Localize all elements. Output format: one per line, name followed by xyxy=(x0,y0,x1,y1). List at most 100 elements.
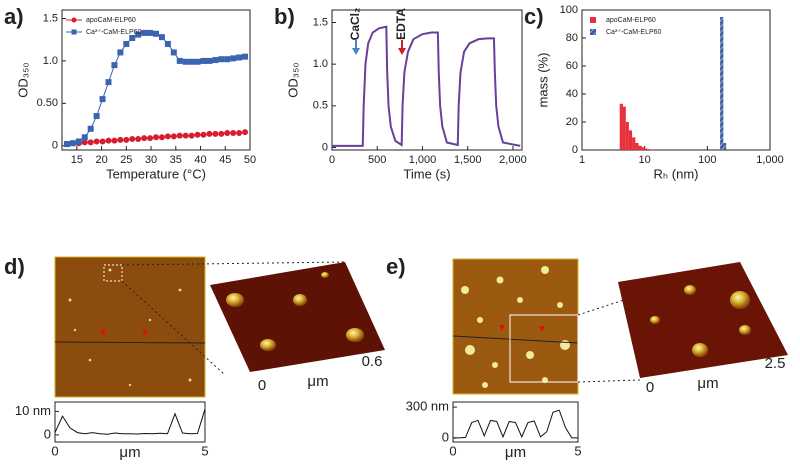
zoom-box xyxy=(509,314,579,383)
annotation-arrowhead xyxy=(352,48,360,55)
y-tick-label: 0 xyxy=(44,426,51,441)
marker xyxy=(499,325,545,332)
y-tick-label: 0 xyxy=(322,141,328,153)
x-tick-label: 0 xyxy=(449,443,456,458)
marker xyxy=(206,130,213,137)
y-tick-label: 0 xyxy=(52,140,58,152)
x-axis-label: Time (s) xyxy=(403,166,450,181)
axis-label: 2.5 xyxy=(765,355,786,372)
marker xyxy=(218,130,225,137)
afm-3d-features xyxy=(650,285,751,357)
bar xyxy=(723,143,727,150)
y-tick-label: 100 xyxy=(560,4,578,16)
x-tick-label: 0 xyxy=(51,443,58,458)
annotation: EDTA xyxy=(394,8,408,40)
line xyxy=(54,408,206,435)
y-tick-label: 1.5 xyxy=(43,12,58,24)
x-tick-label: 0 xyxy=(329,154,335,166)
marker xyxy=(123,40,130,47)
y-tick-label: 60 xyxy=(566,60,578,72)
axis-label: 0 xyxy=(258,377,266,394)
x-tick-label: 20 xyxy=(95,154,107,166)
marker xyxy=(111,137,118,144)
marker xyxy=(212,130,219,137)
marker xyxy=(218,56,225,63)
marker xyxy=(200,131,207,138)
marker xyxy=(117,136,124,143)
afm-image xyxy=(54,256,206,398)
bar xyxy=(625,122,629,150)
marker xyxy=(111,62,118,69)
marker xyxy=(117,49,124,56)
legend-label: Ca²⁺-CaM-ELP60 xyxy=(86,29,142,36)
plot-frame xyxy=(61,9,251,151)
line xyxy=(453,409,578,439)
marker xyxy=(105,137,112,144)
x-tick-label: 5 xyxy=(201,443,208,458)
marker xyxy=(147,29,154,36)
x-tick-label: 25 xyxy=(120,154,132,166)
axis-label: μm xyxy=(307,373,328,390)
x-axis-label: Temperature (°C) xyxy=(106,166,206,181)
y-axis-label: mass (%) xyxy=(535,53,550,108)
zoom-line xyxy=(577,379,641,383)
x-tick-label: 500 xyxy=(368,154,386,166)
x-tick-label: 45 xyxy=(219,154,231,166)
plot-frame xyxy=(331,9,523,151)
marker xyxy=(236,130,243,137)
afm-3d xyxy=(210,262,385,372)
marker xyxy=(242,53,249,60)
y-tick-label: 0.50 xyxy=(37,97,58,109)
y-tick-label: 80 xyxy=(566,32,578,44)
y-tick-label: 0 xyxy=(442,429,449,444)
bar xyxy=(644,148,648,150)
plot-frame xyxy=(54,401,206,443)
axis-label: μm xyxy=(697,375,718,392)
x-tick-label: 30 xyxy=(145,154,157,166)
plot-frame xyxy=(581,9,771,151)
x-tick-label: 1,500 xyxy=(454,154,482,166)
panel-label: e) xyxy=(386,254,406,279)
x-axis-label: Rₕ (nm) xyxy=(654,166,699,181)
marker xyxy=(135,31,142,38)
axis-label: 0.6 xyxy=(362,353,383,370)
marker xyxy=(153,134,159,141)
marker xyxy=(75,138,82,145)
afm-features xyxy=(68,268,192,387)
marker xyxy=(194,131,201,138)
afm-3d-features xyxy=(226,272,364,351)
marker xyxy=(99,96,106,103)
marker xyxy=(105,79,112,86)
y-tick-label: 40 xyxy=(566,88,578,100)
marker xyxy=(69,140,76,147)
bar xyxy=(720,17,724,150)
panel-label: a) xyxy=(4,4,24,29)
plot-frame xyxy=(452,401,579,443)
legend-marker xyxy=(71,17,77,23)
legend-label: apoCaM-ELP60 xyxy=(606,17,656,24)
bar xyxy=(647,149,651,150)
bar xyxy=(622,106,626,150)
marker xyxy=(200,57,207,64)
x-tick-label: 1 xyxy=(579,154,585,166)
marker xyxy=(212,57,219,64)
x-tick-label: 100 xyxy=(698,154,716,166)
marker xyxy=(164,133,171,140)
bar xyxy=(635,143,639,150)
marker xyxy=(63,141,70,148)
marker xyxy=(188,58,195,65)
marker xyxy=(164,40,171,47)
legend-swatch xyxy=(590,17,596,23)
x-axis-label: μm xyxy=(505,444,526,461)
marker xyxy=(87,139,94,146)
afm-image xyxy=(452,258,579,395)
annotation-arrowhead xyxy=(398,48,406,55)
marker xyxy=(129,135,136,142)
x-tick-label: 1,000 xyxy=(756,154,784,166)
line xyxy=(332,25,521,147)
zoom-box xyxy=(103,264,123,282)
marker xyxy=(230,55,237,62)
marker xyxy=(81,134,88,141)
y-tick-label: 300 nm xyxy=(406,399,449,414)
zoom-line xyxy=(121,280,226,376)
